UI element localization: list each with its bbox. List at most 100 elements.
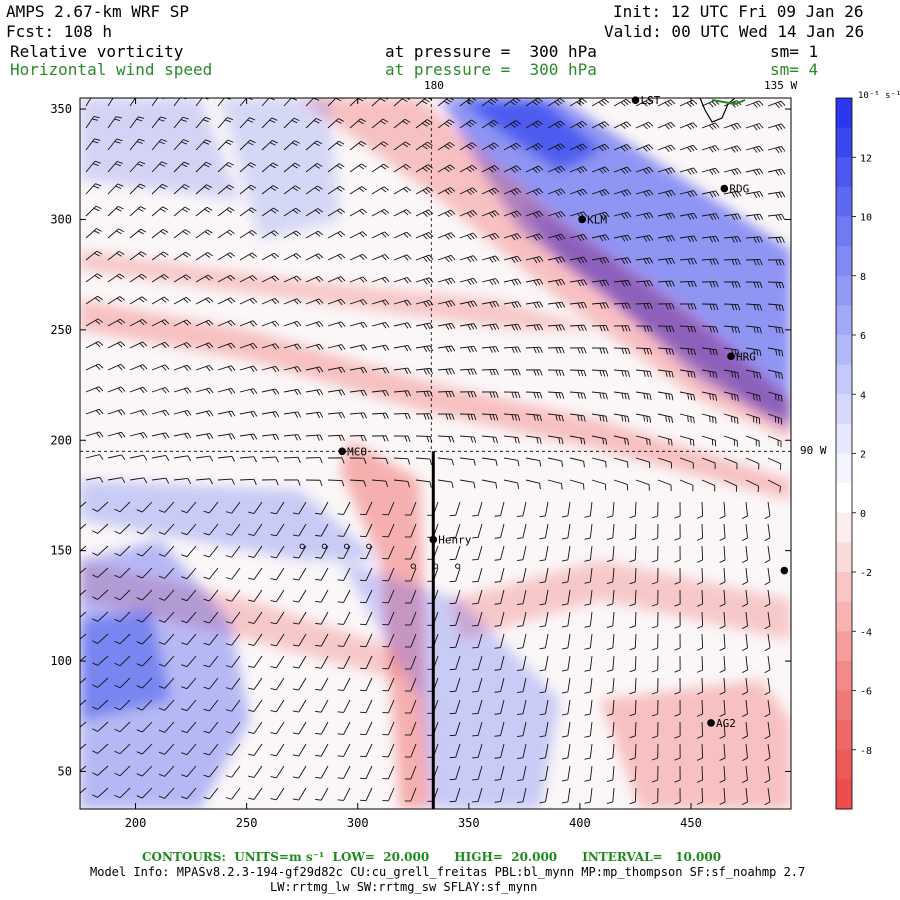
wind-barb	[547, 233, 566, 241]
wind-barb	[195, 274, 214, 283]
wind-barb	[701, 413, 717, 424]
wind-barb	[158, 787, 175, 799]
wind-barb	[283, 411, 302, 418]
wind-barb	[158, 523, 175, 535]
wind-barb	[674, 633, 681, 651]
vorticity-region	[340, 440, 430, 809]
wind-barb	[674, 765, 681, 783]
wind-barb	[503, 413, 521, 421]
wind-barb	[305, 185, 323, 195]
wind-barb	[129, 206, 146, 217]
wind-barb	[629, 545, 637, 563]
wind-barb	[613, 279, 632, 287]
wind-barb	[437, 277, 456, 285]
wind-barb	[741, 699, 748, 718]
wind-barb	[494, 501, 505, 517]
wind-barb	[349, 412, 367, 419]
wind-barb	[404, 567, 417, 582]
wind-barb	[701, 391, 718, 401]
station-marker[interactable]: HRG	[727, 350, 756, 363]
wind-barb	[613, 435, 629, 446]
wind-barb	[629, 501, 637, 519]
station-marker[interactable]: RDG	[720, 183, 750, 196]
wind-barb	[679, 258, 698, 265]
y-tick-label: 300	[50, 212, 72, 226]
wind-barb	[701, 213, 720, 221]
wind-barb	[767, 391, 783, 402]
wind-barb	[561, 721, 571, 738]
wind-barb	[517, 589, 527, 605]
wind-barb	[547, 435, 564, 445]
station-marker[interactable]: Henry	[429, 534, 472, 547]
wind-barb	[225, 611, 241, 624]
wind-barb	[129, 477, 148, 484]
wind-barb	[382, 589, 395, 604]
wind-barb	[359, 567, 373, 582]
wind-barb	[674, 721, 681, 739]
wind-barb	[327, 118, 344, 129]
wind-barb	[337, 545, 351, 559]
wind-barb	[261, 162, 279, 173]
wind-barb	[547, 256, 566, 264]
wind-barb	[764, 567, 771, 586]
wind-barb	[494, 699, 505, 715]
wind-barb	[92, 633, 109, 644]
wind-barb	[415, 141, 433, 151]
wind-barb	[136, 567, 153, 579]
station-marker[interactable]: MCO	[338, 445, 367, 458]
wind-barb	[651, 787, 659, 805]
wind-barb	[158, 765, 175, 777]
station-label: Henry	[438, 534, 471, 547]
field2-smoothing: sm= 4	[770, 60, 819, 79]
wind-barb	[481, 479, 498, 489]
station-marker[interactable]	[780, 566, 789, 575]
wind-barb	[114, 677, 131, 689]
wind-barb	[635, 144, 654, 152]
vorticity-region	[80, 540, 250, 809]
wind-barb	[635, 391, 652, 401]
wind-barb	[85, 183, 102, 195]
wind-barb	[657, 303, 675, 310]
wind-barb	[764, 655, 771, 674]
wind-barb	[651, 721, 659, 739]
colorbar-segment	[836, 542, 852, 573]
colorbar-segment	[836, 690, 852, 721]
wind-barb	[217, 297, 236, 305]
colorbar-tick-label: 4	[860, 390, 866, 401]
wind-barb	[674, 545, 681, 563]
wind-barb	[92, 677, 109, 688]
wind-barb	[173, 139, 190, 151]
station-marker[interactable]: AG2	[707, 717, 736, 730]
wind-barb	[674, 677, 681, 695]
wind-barb	[415, 457, 433, 465]
station-marker[interactable]: KLM	[578, 213, 607, 226]
wind-barb	[674, 611, 681, 629]
wind-barb	[591, 302, 609, 309]
y-tick-label: 200	[50, 433, 72, 447]
colorbar-tick-label: -2	[860, 568, 872, 579]
wind-barb	[701, 122, 720, 130]
wind-barb	[764, 611, 771, 630]
wind-barb	[719, 677, 726, 695]
wind-barb	[371, 344, 390, 352]
wind-barb	[404, 611, 417, 626]
wind-barb	[723, 303, 741, 311]
wind-barb	[517, 699, 527, 715]
wind-barb	[337, 589, 351, 603]
wind-barb	[415, 479, 432, 488]
wind-barb	[349, 344, 368, 351]
wind-barb	[525, 256, 544, 264]
wind-barb	[591, 457, 607, 468]
wind-barb	[217, 229, 235, 239]
wind-barb	[337, 501, 351, 515]
wind-barb	[382, 721, 395, 736]
wind-barb	[349, 479, 367, 487]
wind-barb	[701, 435, 717, 447]
wind-barb	[151, 364, 170, 371]
wind-barb	[239, 410, 258, 418]
wind-barb	[315, 677, 329, 691]
wind-barb	[481, 300, 500, 308]
wind-barb	[114, 501, 131, 513]
wind-barb	[173, 432, 192, 440]
wind-barb	[657, 212, 676, 220]
